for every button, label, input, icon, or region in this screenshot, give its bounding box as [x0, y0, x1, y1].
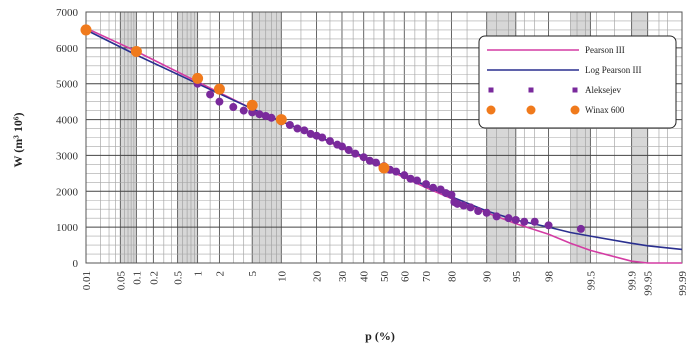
legend-box	[478, 35, 677, 129]
x-tick-label: 70	[421, 271, 433, 283]
x-tick-label: 90	[482, 271, 494, 283]
data-point-series-2	[400, 171, 409, 180]
data-point-series-2	[530, 217, 539, 226]
data-point-series-2	[255, 110, 264, 119]
data-point-series-2	[429, 183, 438, 192]
y-tick-label: 2000	[56, 186, 79, 198]
y-tick-label: 5000	[56, 79, 79, 91]
data-point-series-2	[544, 221, 553, 230]
legend-swatch	[572, 87, 578, 93]
legend-swatch	[488, 87, 494, 93]
data-point-series-3	[80, 24, 92, 36]
x-tick-label: 5	[247, 271, 259, 277]
y-tick-label: 6000	[56, 43, 79, 55]
x-tick-label: 99.9	[627, 271, 639, 291]
data-point-series-2	[492, 212, 501, 221]
x-tick-label: 0.05	[115, 271, 127, 291]
legend-swatch	[486, 105, 496, 115]
x-tick-label: 99.5	[585, 271, 597, 291]
data-point-series-2	[474, 207, 483, 216]
x-tick-label: 20	[312, 271, 324, 283]
series-points	[80, 24, 585, 233]
legend-swatch	[528, 87, 534, 93]
plot-frame	[85, 11, 683, 264]
y-axis-label: W (m³ 10⁶)	[11, 113, 25, 168]
data-point-series-2	[371, 158, 380, 167]
data-point-series-2	[248, 108, 257, 117]
data-point-series-2	[365, 156, 374, 165]
legend-swatch	[526, 105, 536, 115]
y-tick-label: 7000	[56, 7, 79, 19]
x-tick-label: 2	[214, 271, 226, 277]
data-point-series-2	[285, 120, 294, 129]
legend-label: Winax 600	[585, 105, 625, 115]
data-point-series-2	[520, 217, 529, 226]
x-tick-label: 99.99	[677, 271, 689, 296]
data-point-series-3	[130, 45, 142, 57]
x-tick-labels: 0.01 0.05 0.1 0.2 0.5 1 2 5 10 20 30 40 50 60 70 80 90 95…	[81, 271, 689, 296]
data-point-series-2	[267, 113, 276, 122]
x-tick-label: 0.2	[148, 271, 160, 285]
data-point-series-2	[351, 149, 360, 158]
x-axis-label: p (%)	[365, 329, 395, 343]
data-point-series-2	[344, 146, 353, 155]
data-point-series-2	[215, 97, 224, 106]
x-tick-label: 1	[193, 271, 205, 277]
x-tick-label: 40	[359, 271, 371, 283]
data-point-series-2	[337, 142, 346, 151]
x-tick-label: 50	[379, 271, 391, 283]
data-point-series-2	[511, 215, 520, 224]
x-tick-label: 60	[399, 271, 411, 283]
data-point-series-2	[293, 124, 302, 133]
data-point-series-2	[482, 208, 491, 217]
data-point-series-2	[406, 174, 415, 183]
y-tick-label: 1000	[56, 222, 79, 234]
legend: Pearson III Log Pearson III Aleksejev Winax…	[478, 35, 677, 129]
data-point-series-2	[392, 167, 401, 176]
legend-label: Log Pearson III	[585, 65, 641, 75]
x-tick-label: 0.1	[131, 271, 143, 285]
data-point-series-3	[192, 72, 204, 84]
data-point-series-3	[213, 83, 225, 95]
x-tick-label: 10	[276, 271, 288, 283]
x-tick-label: 99.95	[643, 271, 655, 296]
data-point-series-2	[466, 203, 475, 212]
x-tick-label: 80	[446, 271, 458, 283]
legend-label: Pearson III	[585, 45, 625, 55]
x-tick-label: 98	[544, 271, 556, 283]
data-point-series-3	[378, 162, 390, 174]
x-tick-label: 0.5	[173, 271, 185, 285]
data-point-series-2	[239, 106, 248, 115]
y-tick-label: 3000	[56, 150, 79, 162]
x-tick-label: 0.01	[81, 271, 93, 290]
x-tick-label: 30	[337, 271, 349, 283]
data-point-series-2	[504, 214, 513, 223]
x-tick-label: 95	[511, 271, 523, 283]
data-point-series-2	[447, 190, 456, 199]
data-point-series-2	[300, 126, 309, 135]
y-tick-labels: 0 1000 2000 3000 4000 5000 6000 7000	[56, 7, 79, 270]
y-tick-label: 4000	[56, 115, 79, 127]
data-point-series-3	[246, 99, 258, 111]
legend-label: Aleksejev	[585, 85, 621, 95]
data-point-series-2	[413, 176, 422, 185]
data-point-series-2	[206, 90, 215, 99]
data-point-series-2	[325, 137, 334, 146]
data-point-series-2	[318, 133, 327, 142]
data-point-series-2	[422, 180, 431, 189]
data-point-series-2	[459, 201, 468, 210]
data-point-series-3	[275, 114, 287, 126]
data-point-series-2	[229, 103, 238, 112]
y-tick-label: 0	[73, 258, 79, 270]
data-point-series-2	[576, 224, 585, 233]
data-point-series-2	[359, 153, 368, 162]
data-point-series-2	[453, 199, 462, 208]
legend-swatch	[570, 105, 580, 115]
